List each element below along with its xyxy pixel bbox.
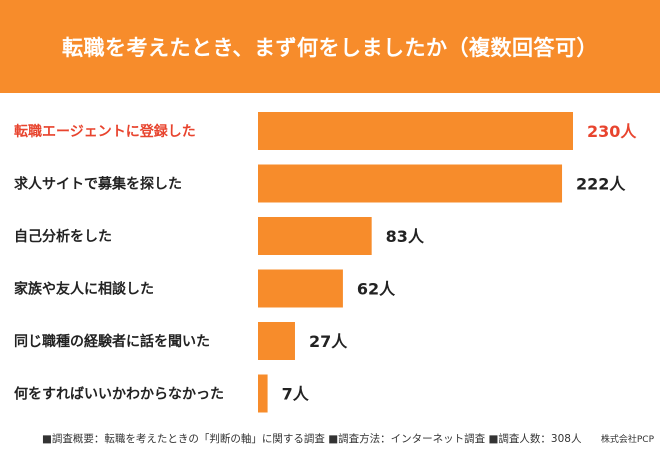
bar <box>258 164 563 203</box>
bar <box>258 269 343 308</box>
value-label: 27人 <box>309 332 348 351</box>
bar <box>258 112 573 150</box>
survey-note: ■調査概要：転職を考えたときの「判断の軸」に関する調査 ■調査方法：インターネッ… <box>42 433 582 445</box>
chart-header: 転職を考えたとき、まず何をしましたか（複数回答可） <box>0 0 660 93</box>
value-label: 222人 <box>576 175 626 194</box>
value-label: 83人 <box>386 227 425 246</box>
footer: ■調査概要：転職を考えたときの「判断の軸」に関する調査 ■調査方法：インターネッ… <box>0 428 660 448</box>
chart-title: 転職を考えたとき、まず何をしましたか（複数回答可） <box>61 35 599 60</box>
bar <box>258 374 268 413</box>
category-label: 同じ職種の経験者に話を聞いた <box>14 333 210 350</box>
category-label: 自己分析をした <box>14 228 112 245</box>
category-label: 家族や友人に相談した <box>14 281 154 298</box>
company-name: 株式会社PCP <box>600 435 654 445</box>
category-label: 何をすればいいかわからなかった <box>14 386 224 403</box>
value-label: 7人 <box>282 385 310 404</box>
bar <box>258 322 295 360</box>
category-label: 求人サイトで募集を探した <box>14 176 182 193</box>
value-label: 230人 <box>587 122 637 141</box>
category-label: 転職エージェントに登録した <box>14 123 196 140</box>
value-label: 62人 <box>357 280 396 299</box>
bar <box>258 217 372 255</box>
